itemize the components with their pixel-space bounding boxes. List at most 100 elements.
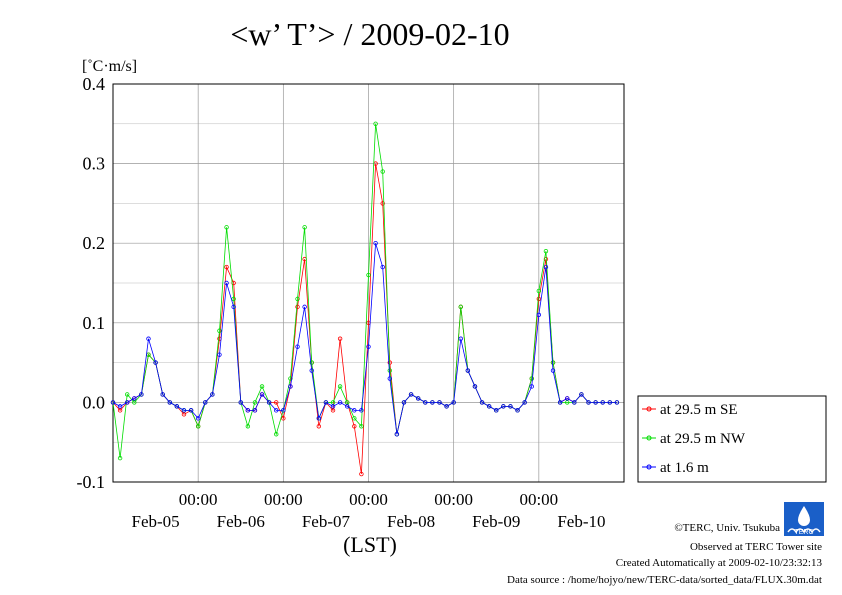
x-tick-time-label: 00:00: [434, 490, 473, 509]
data-point: [302, 225, 307, 230]
data-point: [465, 368, 471, 373]
x-tick-time-label: 00:00: [264, 490, 303, 509]
data-point: [309, 368, 314, 373]
data-point: [295, 304, 300, 310]
series-0: [110, 161, 620, 477]
series-lines: [110, 121, 620, 477]
x-tick-time-label: 00:00: [349, 490, 388, 509]
data-point: [458, 304, 463, 310]
data-point: [259, 384, 265, 389]
data-point: [224, 225, 229, 230]
data-point: [550, 360, 556, 365]
x-tick-day-label: Feb-09: [472, 512, 520, 531]
y-axis-ticks: 0.4 0.3 0.2 0.1 0.0 -0.1: [77, 74, 106, 492]
data-point: [486, 404, 492, 409]
data-point: [543, 264, 549, 270]
data-point: [380, 169, 385, 174]
x-tick-day-label: Feb-07: [302, 512, 351, 531]
data-point: [252, 400, 258, 405]
data-point: [415, 396, 421, 401]
legend-label-1-6m: at 1.6 m: [660, 460, 709, 476]
legend-label-nw: at 29.5 m NW: [660, 431, 746, 447]
x-axis-label: (LST): [343, 532, 397, 557]
data-point: [579, 392, 584, 397]
data-point: [224, 280, 229, 286]
data-point: [373, 240, 378, 246]
legend-item-nw: at 29.5 m NW: [642, 431, 746, 447]
x-tick-time-label: 00:00: [179, 490, 218, 509]
data-point: [316, 424, 322, 429]
data-point: [451, 400, 456, 405]
data-point: [238, 400, 243, 405]
data-point: [274, 400, 279, 405]
x-axis-ticks: 00:00Feb-0500:00Feb-0600:00Feb-0700:00Fe…: [131, 490, 605, 531]
legend-item-1-6m: at 1.6 m: [642, 460, 709, 476]
data-point: [494, 408, 499, 413]
y-tick-label: 0.2: [83, 233, 106, 253]
data-point: [607, 400, 613, 405]
logo-text: TERC: [794, 529, 813, 536]
data-point: [117, 455, 123, 461]
data-point: [536, 312, 542, 318]
data-point: [217, 352, 222, 357]
data-point: [231, 296, 236, 302]
data-point: [302, 304, 307, 310]
y-tick-label: 0.0: [83, 392, 106, 412]
data-point: [110, 400, 116, 405]
data-point: [352, 416, 357, 421]
data-point: [295, 296, 300, 302]
data-point: [472, 384, 478, 389]
data-point: [274, 408, 279, 413]
data-point: [359, 424, 364, 429]
data-point: [394, 432, 400, 437]
data-point: [146, 336, 151, 341]
data-point: [352, 408, 357, 413]
data-point: [373, 121, 378, 126]
data-point: [337, 400, 343, 405]
data-point: [195, 416, 201, 421]
data-point: [188, 408, 194, 413]
data-point: [614, 400, 620, 405]
data-point: [550, 368, 556, 373]
y-tick-label: 0.4: [83, 74, 106, 94]
data-point: [210, 392, 215, 397]
data-point: [359, 408, 364, 413]
data-point: [359, 471, 364, 477]
data-point: [586, 400, 591, 405]
data-point: [479, 400, 485, 405]
data-point: [323, 400, 329, 405]
legend-item-se: at 29.5 m SE: [642, 402, 738, 418]
data-point: [423, 400, 428, 405]
data-point: [288, 384, 293, 389]
data-point: [309, 360, 314, 365]
legend: at 29.5 m SE at 29.5 m NW at 1.6 m: [637, 395, 827, 483]
terc-logo: TERC: [784, 502, 824, 536]
data-point: [401, 400, 407, 405]
y-tick-label: 0.3: [83, 154, 106, 174]
data-point: [557, 400, 563, 405]
data-point: [124, 400, 130, 405]
x-tick-day-label: Feb-08: [387, 512, 435, 531]
data-point: [266, 400, 272, 405]
data-point: [316, 416, 322, 421]
data-point: [330, 404, 336, 409]
y-tick-label: -0.1: [77, 472, 106, 492]
data-point: [430, 400, 435, 405]
data-point: [543, 248, 549, 254]
data-point: [224, 264, 229, 270]
data-point: [124, 392, 130, 397]
data-point: [231, 304, 236, 310]
data-point: [536, 296, 542, 302]
data-point: [352, 424, 357, 429]
data-point: [508, 404, 513, 409]
data-point: [245, 424, 251, 429]
data-point: [288, 376, 293, 381]
data-point: [274, 432, 279, 437]
data-point: [387, 376, 392, 381]
data-point: [337, 384, 343, 389]
credit-source: Data source : /home/hojyo/new/TERC-data/…: [507, 574, 822, 586]
data-point: [174, 404, 180, 409]
data-point: [259, 392, 265, 397]
data-point: [522, 400, 527, 405]
